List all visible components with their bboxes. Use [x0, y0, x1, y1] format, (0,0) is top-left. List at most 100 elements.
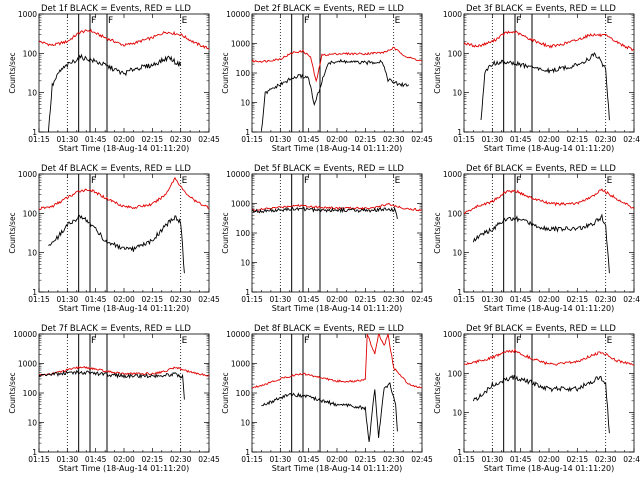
panel-title: Det 4f BLACK = Events, RED = LLD: [41, 164, 191, 174]
x-tick-label: 02:15: [567, 455, 589, 464]
lld-series-line: [252, 202, 422, 212]
x-tick-label: 02:30: [170, 455, 192, 464]
y-axis-label: Counts/sec: [221, 212, 230, 253]
lld-series-line: [252, 334, 422, 389]
x-tick-label: 02:00: [113, 135, 135, 144]
events-series-line: [47, 53, 182, 132]
x-tick-label: 01:45: [298, 455, 320, 464]
x-tick-label: 01:45: [85, 135, 107, 144]
plot-area: [464, 348, 634, 434]
x-tick-label: 02:15: [567, 295, 589, 304]
marker-label-E: E: [182, 176, 188, 186]
x-axis-label: Start Time (18-Aug-14 01:11:20): [59, 304, 190, 313]
x-tick-label: 02:30: [595, 455, 617, 464]
panel-det-9: Det 9f BLACK = Events, RED = LLD 01:15 01:…: [433, 324, 640, 473]
marker-label-F: F: [516, 336, 521, 346]
y-tick-label: 1: [457, 448, 462, 457]
panel-det-3: Det 3f BLACK = Events, RED = LLD 01:15 01:…: [433, 4, 640, 153]
x-tick-label: 02:15: [567, 135, 589, 144]
x-tick-label: 01:45: [85, 295, 107, 304]
y-tick-label: 1000: [231, 200, 250, 209]
x-tick-label: 02:00: [113, 295, 135, 304]
y-tick-label: 1000: [443, 330, 462, 339]
panel-title: Det 3f BLACK = Events, RED = LLD: [466, 4, 616, 14]
marker-label-F: F: [91, 176, 96, 186]
x-tick-label: 01:15: [241, 135, 263, 144]
y-axis-label: Counts/sec: [221, 372, 230, 413]
marker-label-F: F: [304, 16, 309, 26]
y-tick-label: 100: [23, 389, 38, 398]
events-series-line: [261, 382, 398, 442]
y-tick-label: 10: [240, 99, 250, 108]
x-tick-label: 01:30: [270, 295, 292, 304]
y-tick-label: 10000: [226, 10, 250, 19]
events-series-line: [39, 369, 185, 400]
y-axis-label: Counts/sec: [8, 52, 17, 93]
x-tick-label: 01:15: [28, 135, 50, 144]
x-tick-label: 01:15: [453, 135, 475, 144]
x-tick-label: 02:15: [355, 455, 377, 464]
events-series-line: [252, 206, 398, 219]
x-tick-label: 02:00: [326, 135, 348, 144]
lld-series-line: [39, 28, 209, 50]
y-tick-label: 1000: [231, 40, 250, 49]
x-tick-label: 01:15: [28, 455, 50, 464]
x-tick-label: 01:45: [298, 295, 320, 304]
y-tick-label: 1000: [231, 360, 250, 369]
y-tick-label: 10000: [226, 330, 250, 339]
x-tick-label: 01:45: [510, 135, 532, 144]
y-tick-label: 1: [245, 288, 250, 297]
x-tick-label: 01:15: [241, 455, 263, 464]
marker-label-E: E: [607, 336, 613, 346]
panel-det-2: Det 2f BLACK = Events, RED = LLD 01:15 01:…: [221, 4, 433, 153]
plot-frame: [463, 333, 635, 453]
y-tick-label: 10000: [226, 170, 250, 179]
x-tick-label: 02:30: [595, 135, 617, 144]
y-tick-label: 1000: [18, 170, 37, 179]
y-axis-label: Counts/sec: [433, 52, 442, 93]
x-tick-label: 01:45: [298, 135, 320, 144]
y-tick-label: 10: [27, 89, 37, 98]
x-axis-label: Start Time (18-Aug-14 01:11:20): [272, 304, 403, 313]
x-tick-label: 02:30: [170, 135, 192, 144]
plot-area: [252, 46, 422, 131]
x-tick-label: 02:15: [142, 135, 164, 144]
marker-label-E: E: [395, 16, 401, 26]
y-tick-label: 100: [448, 49, 463, 58]
panel-title: Det 5f BLACK = Events, RED = LLD: [254, 164, 404, 174]
marker-label-F: F: [91, 336, 96, 346]
panel-det-1: Det 1f BLACK = Events, RED = LLD 01:15 01:…: [8, 4, 220, 153]
panel-title: Det 7f BLACK = Events, RED = LLD: [41, 324, 191, 334]
x-tick-label: 02:30: [383, 295, 405, 304]
x-axis-label: Start Time (18-Aug-14 01:11:20): [272, 464, 403, 473]
x-tick-label: 02:00: [538, 135, 560, 144]
y-tick-label: 1000: [18, 360, 37, 369]
x-tick-label: 01:15: [241, 295, 263, 304]
x-axis-label: Start Time (18-Aug-14 01:11:20): [484, 144, 615, 153]
x-tick-label: 01:30: [482, 135, 504, 144]
lld-series-line: [464, 30, 634, 52]
lld-series-line: [464, 188, 634, 215]
panel-det-5: Det 5f BLACK = Events, RED = LLD 01:15 01:…: [221, 164, 433, 313]
panel-title: Det 9f BLACK = Events, RED = LLD: [466, 324, 616, 334]
x-tick-label: 01:30: [270, 135, 292, 144]
panel-title: Det 8f BLACK = Events, RED = LLD: [254, 324, 404, 334]
y-axis-label: Counts/sec: [221, 52, 230, 93]
x-tick-label: 02:45: [198, 295, 220, 304]
y-tick-label: 10: [452, 409, 462, 418]
x-tick-label: 02:00: [326, 455, 348, 464]
x-tick-label: 02:45: [411, 295, 433, 304]
marker-label-F: F: [108, 16, 113, 26]
y-tick-label: 1: [32, 128, 37, 137]
x-tick-label: 02:15: [142, 295, 164, 304]
plot-frame: [251, 333, 423, 453]
x-tick-label: 02:45: [411, 135, 433, 144]
marker-label-F: F: [516, 16, 521, 26]
x-tick-label: 01:15: [28, 295, 50, 304]
y-tick-label: 10: [452, 249, 462, 258]
x-tick-label: 01:15: [453, 295, 475, 304]
y-tick-label: 100: [23, 209, 38, 218]
marker-label-E: E: [607, 176, 613, 186]
x-tick-label: 02:00: [538, 295, 560, 304]
